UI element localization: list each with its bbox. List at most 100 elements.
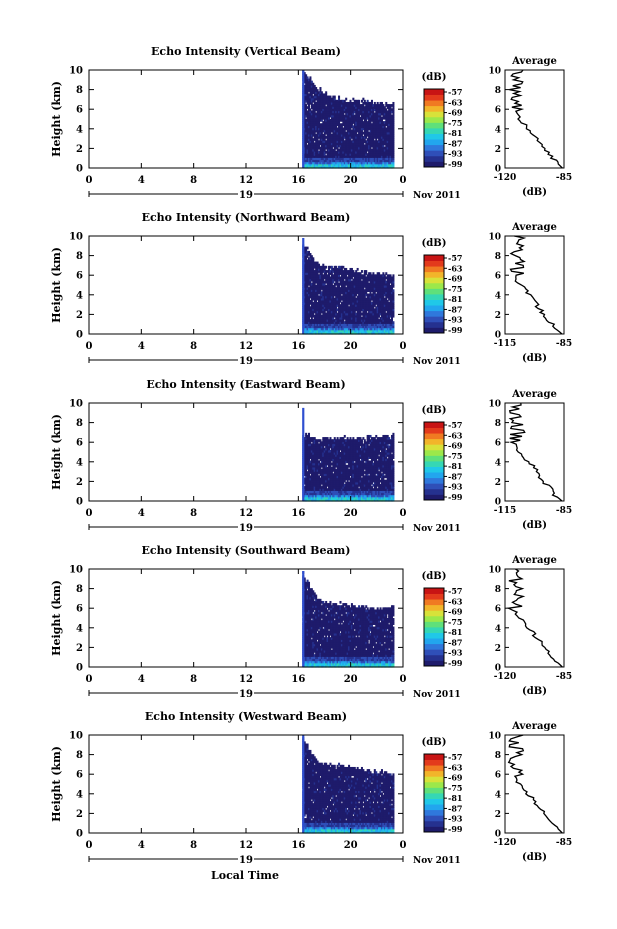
average-y-tick-label: 10 bbox=[488, 566, 501, 576]
panel-title: Echo Intensity (Westward Beam) bbox=[145, 710, 347, 723]
x-tick-label: 12 bbox=[239, 674, 253, 685]
average-title: Average bbox=[511, 56, 557, 67]
colorbar-tick-label: -63 bbox=[448, 430, 463, 440]
colorbar-swatch bbox=[424, 144, 444, 151]
colorbar-swatch bbox=[424, 798, 444, 805]
colorbar-swatch bbox=[424, 643, 444, 650]
y-tick-label: 2 bbox=[76, 643, 83, 654]
colorbar-unit: (dB) bbox=[422, 72, 447, 83]
average-y-tick-label: 4 bbox=[495, 458, 501, 468]
colorbar-swatch bbox=[424, 770, 444, 777]
average-x-tick-label: -85 bbox=[556, 339, 572, 349]
colorbar-swatch bbox=[424, 277, 444, 284]
colorbar-tick-label: -87 bbox=[448, 138, 462, 148]
colorbar-swatch bbox=[424, 321, 444, 328]
average-y-tick-label: 6 bbox=[495, 106, 501, 116]
y-tick-label: 8 bbox=[76, 418, 83, 429]
average-y-tick-label: 0 bbox=[495, 830, 501, 840]
x-tick-label: 16 bbox=[291, 341, 305, 352]
x-tick-label: 16 bbox=[291, 175, 305, 186]
colorbar-tick-label: -81 bbox=[448, 128, 462, 138]
colorbar-swatch bbox=[424, 150, 444, 157]
average-y-tick-label: 10 bbox=[488, 67, 501, 77]
colorbar-swatch bbox=[424, 483, 444, 490]
colorbar-swatch bbox=[424, 477, 444, 484]
colorbar-tick-label: -69 bbox=[448, 274, 463, 284]
average-y-tick-label: 10 bbox=[488, 400, 501, 410]
average-x-tick-label: -120 bbox=[494, 838, 517, 848]
colorbar-tick-label: -63 bbox=[448, 97, 463, 107]
y-tick-label: 2 bbox=[76, 310, 83, 321]
y-tick-label: 10 bbox=[69, 232, 83, 243]
colorbar-tick-label: -81 bbox=[448, 461, 462, 471]
colorbar-tick-label: -81 bbox=[448, 793, 462, 803]
average-y-tick-label: 0 bbox=[495, 498, 501, 508]
colorbar-swatch bbox=[424, 638, 444, 645]
average-title: Average bbox=[511, 389, 557, 400]
x-tick-label: 20 bbox=[344, 341, 358, 352]
average-y-tick-label: 4 bbox=[495, 291, 501, 301]
y-tick-label: 0 bbox=[76, 497, 83, 508]
colorbar-tick-label: -69 bbox=[448, 441, 463, 451]
x-tick-label: 0 bbox=[400, 508, 407, 519]
y-tick-label: 8 bbox=[76, 584, 83, 595]
colorbar-swatch bbox=[424, 260, 444, 267]
average-profile-line bbox=[508, 402, 563, 502]
colorbar-tick-label: -57 bbox=[448, 420, 462, 430]
average-xlabel: (dB) bbox=[522, 187, 547, 198]
colorbar-swatch bbox=[424, 294, 444, 300]
colorbar-unit: (dB) bbox=[422, 737, 447, 748]
average-x-tick-label: -85 bbox=[556, 838, 572, 848]
average-frame bbox=[504, 235, 565, 335]
average-title: Average bbox=[511, 222, 557, 233]
colorbar-unit: (dB) bbox=[422, 238, 447, 249]
colorbar-swatch bbox=[424, 266, 444, 273]
average-y-tick-label: 4 bbox=[495, 624, 501, 634]
x-tick-label: 4 bbox=[138, 840, 145, 851]
average-profile-line bbox=[507, 734, 563, 834]
average-y-tick-label: 10 bbox=[488, 732, 501, 742]
x-tick-label: 16 bbox=[291, 674, 305, 685]
colorbar-tick-label: -99 bbox=[448, 492, 463, 502]
average-y-tick-label: 0 bbox=[495, 331, 501, 341]
x-tick-label: 8 bbox=[190, 840, 197, 851]
colorbar-frame bbox=[423, 254, 445, 334]
y-tick-label: 4 bbox=[76, 623, 83, 634]
average-frame bbox=[504, 568, 565, 668]
month-label: Nov 2011 bbox=[413, 191, 461, 201]
panel-title: Echo Intensity (Vertical Beam) bbox=[151, 45, 341, 58]
y-tick-label: 8 bbox=[76, 750, 83, 761]
colorbar-swatch bbox=[424, 288, 444, 295]
colorbar-swatch bbox=[424, 139, 444, 146]
average-y-tick-label: 8 bbox=[495, 419, 501, 429]
y-tick-label: 0 bbox=[76, 663, 83, 674]
x-tick-label: 0 bbox=[400, 840, 407, 851]
colorbar-swatch bbox=[424, 255, 444, 261]
colorbar-swatch bbox=[424, 299, 444, 306]
average-y-tick-label: 4 bbox=[495, 790, 501, 800]
colorbar-swatch bbox=[424, 820, 444, 827]
colorbar-unit: (dB) bbox=[422, 405, 447, 416]
average-x-tick-label: -115 bbox=[494, 506, 517, 516]
colorbar-swatch bbox=[424, 615, 444, 622]
average-y-tick-label: 4 bbox=[495, 125, 501, 135]
y-tick-label: 10 bbox=[69, 399, 83, 410]
average-xlabel: (dB) bbox=[522, 686, 547, 697]
average-y-tick-label: 10 bbox=[488, 233, 501, 243]
colorbar-swatch bbox=[424, 776, 444, 783]
average-x-tick-label: -120 bbox=[494, 173, 517, 183]
colorbar-swatch bbox=[424, 282, 444, 289]
colorbar-tick-label: -99 bbox=[448, 658, 463, 668]
panel-3 bbox=[88, 568, 565, 696]
colorbar-swatch bbox=[424, 759, 444, 766]
average-x-tick-label: -120 bbox=[494, 672, 517, 682]
colorbar-frame bbox=[423, 421, 445, 501]
colorbar-tick-label: -69 bbox=[448, 773, 463, 783]
date-label: 19 bbox=[239, 689, 253, 700]
colorbar-swatch bbox=[424, 627, 444, 633]
colorbar-swatch bbox=[424, 787, 444, 794]
colorbar-swatch bbox=[424, 310, 444, 317]
panel-title: Echo Intensity (Northward Beam) bbox=[142, 211, 351, 224]
x-tick-label: 4 bbox=[138, 175, 145, 186]
